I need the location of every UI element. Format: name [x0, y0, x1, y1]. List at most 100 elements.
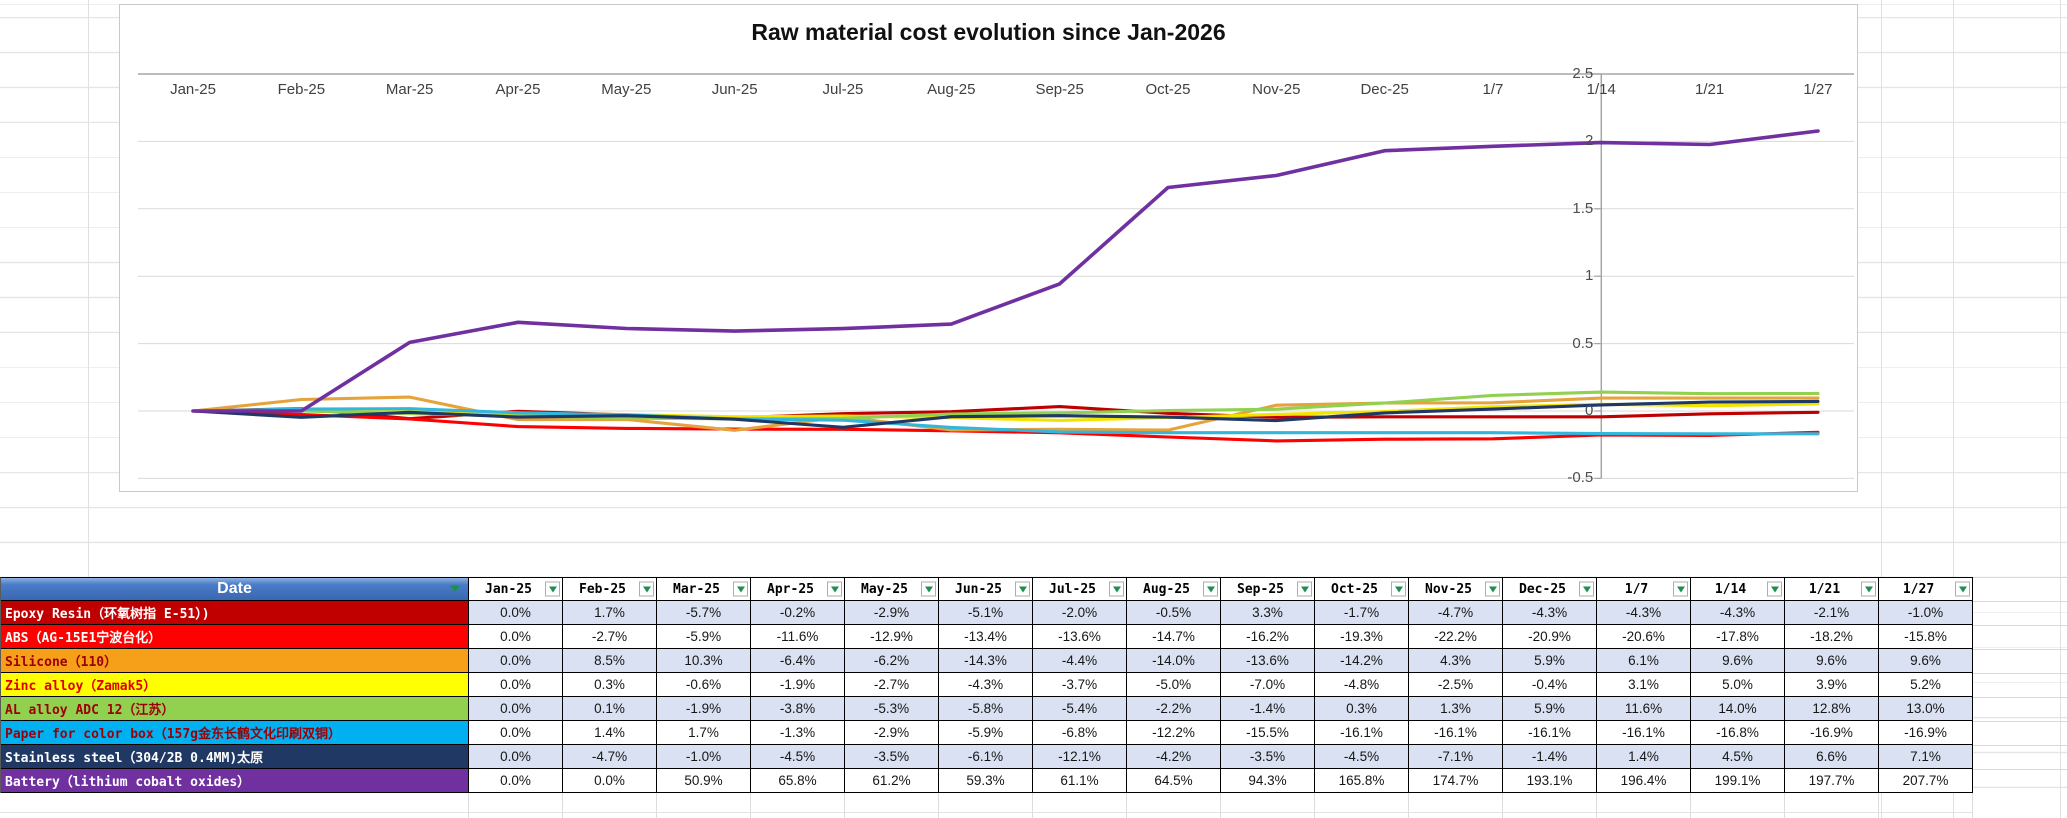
row-label-cell[interactable]: Stainless steel（304/2B 0.4MM)太原 — [1, 745, 469, 769]
column-header-cell[interactable]: Nov-25 — [1409, 578, 1503, 601]
column-header-cell[interactable]: 1/21 — [1785, 578, 1879, 601]
data-cell[interactable]: 0.3% — [563, 673, 657, 697]
column-header-cell[interactable]: May-25 — [845, 578, 939, 601]
data-cell[interactable]: 193.1% — [1503, 769, 1597, 793]
filter-button[interactable] — [1861, 581, 1876, 597]
data-cell[interactable]: -5.3% — [845, 697, 939, 721]
data-cell[interactable]: 12.8% — [1785, 697, 1879, 721]
data-cell[interactable]: -4.5% — [1315, 745, 1409, 769]
data-cell[interactable]: -5.0% — [1127, 673, 1221, 697]
data-cell[interactable]: -4.8% — [1315, 673, 1409, 697]
data-cell[interactable]: 1.4% — [1597, 745, 1691, 769]
data-cell[interactable]: 64.5% — [1127, 769, 1221, 793]
data-cell[interactable]: -0.4% — [1503, 673, 1597, 697]
data-cell[interactable]: -0.6% — [657, 673, 751, 697]
data-cell[interactable]: 59.3% — [939, 769, 1033, 793]
data-cell[interactable]: -2.7% — [563, 625, 657, 649]
row-label-cell[interactable]: Battery（lithium cobalt oxides） — [1, 769, 469, 793]
data-cell[interactable]: -16.1% — [1315, 721, 1409, 745]
column-header-cell[interactable]: Feb-25 — [563, 578, 657, 601]
data-cell[interactable]: -16.1% — [1409, 721, 1503, 745]
data-cell[interactable]: 9.6% — [1785, 649, 1879, 673]
row-label-cell[interactable]: Epoxy Resin（环氧树指 E-51）) — [1, 601, 469, 625]
filter-button[interactable] — [639, 581, 654, 597]
row-label-cell[interactable]: Silicone（110） — [1, 649, 469, 673]
data-cell[interactable]: -3.5% — [1221, 745, 1315, 769]
column-header-cell[interactable]: Dec-25 — [1503, 578, 1597, 601]
row-label-cell[interactable]: Paper for color box（157g金东长鹤文化印刷双铜） — [1, 721, 469, 745]
column-header-cell[interactable]: 1/7 — [1597, 578, 1691, 601]
data-cell[interactable]: -16.9% — [1785, 721, 1879, 745]
data-cell[interactable]: 1.4% — [563, 721, 657, 745]
data-cell[interactable]: 61.2% — [845, 769, 939, 793]
data-cell[interactable]: -4.3% — [1691, 601, 1785, 625]
data-cell[interactable]: -3.7% — [1033, 673, 1127, 697]
data-cell[interactable]: -1.7% — [1315, 601, 1409, 625]
data-cell[interactable]: -16.2% — [1221, 625, 1315, 649]
filter-button[interactable] — [1579, 581, 1594, 597]
data-cell[interactable]: -3.5% — [845, 745, 939, 769]
data-cell[interactable]: -6.2% — [845, 649, 939, 673]
data-cell[interactable]: -1.4% — [1221, 697, 1315, 721]
data-cell[interactable]: 7.1% — [1879, 745, 1973, 769]
data-cell[interactable]: 1.3% — [1409, 697, 1503, 721]
data-cell[interactable]: -5.7% — [657, 601, 751, 625]
data-cell[interactable]: -14.3% — [939, 649, 1033, 673]
data-cell[interactable]: -0.5% — [1127, 601, 1221, 625]
data-cell[interactable]: 197.7% — [1785, 769, 1879, 793]
data-cell[interactable]: -5.8% — [939, 697, 1033, 721]
data-cell[interactable]: -14.2% — [1315, 649, 1409, 673]
filter-button[interactable] — [1485, 581, 1500, 597]
data-cell[interactable]: -20.6% — [1597, 625, 1691, 649]
data-cell[interactable]: -7.0% — [1221, 673, 1315, 697]
data-cell[interactable]: 6.6% — [1785, 745, 1879, 769]
data-cell[interactable]: 1.7% — [657, 721, 751, 745]
data-cell[interactable]: -5.1% — [939, 601, 1033, 625]
data-cell[interactable]: -0.2% — [751, 601, 845, 625]
data-cell[interactable]: -12.2% — [1127, 721, 1221, 745]
data-cell[interactable]: 0.0% — [469, 721, 563, 745]
data-cell[interactable]: -22.2% — [1409, 625, 1503, 649]
data-cell[interactable]: -5.4% — [1033, 697, 1127, 721]
data-cell[interactable]: -1.0% — [1879, 601, 1973, 625]
filter-arrow-icon[interactable] — [450, 585, 460, 593]
data-cell[interactable]: 14.0% — [1691, 697, 1785, 721]
data-cell[interactable]: -1.0% — [657, 745, 751, 769]
data-cell[interactable]: 5.9% — [1503, 697, 1597, 721]
data-cell[interactable]: 165.8% — [1315, 769, 1409, 793]
data-cell[interactable]: 5.2% — [1879, 673, 1973, 697]
data-cell[interactable]: -14.0% — [1127, 649, 1221, 673]
data-cell[interactable]: 4.5% — [1691, 745, 1785, 769]
column-header-cell[interactable]: Sep-25 — [1221, 578, 1315, 601]
data-cell[interactable]: 10.3% — [657, 649, 751, 673]
filter-button[interactable] — [545, 581, 560, 597]
data-cell[interactable]: -2.0% — [1033, 601, 1127, 625]
data-cell[interactable]: 0.0% — [469, 673, 563, 697]
filter-button[interactable] — [921, 581, 936, 597]
data-cell[interactable]: -16.9% — [1879, 721, 1973, 745]
data-cell[interactable]: 8.5% — [563, 649, 657, 673]
column-header-cell[interactable]: 1/14 — [1691, 578, 1785, 601]
data-cell[interactable]: 3.3% — [1221, 601, 1315, 625]
data-cell[interactable]: 0.1% — [563, 697, 657, 721]
data-cell[interactable]: -16.1% — [1503, 721, 1597, 745]
data-cell[interactable]: 65.8% — [751, 769, 845, 793]
data-cell[interactable]: -4.3% — [939, 673, 1033, 697]
row-label-cell[interactable]: ABS（AG-15E1宁波台化） — [1, 625, 469, 649]
data-cell[interactable]: -5.9% — [939, 721, 1033, 745]
data-cell[interactable]: -7.1% — [1409, 745, 1503, 769]
filter-button[interactable] — [827, 581, 842, 597]
data-cell[interactable]: 0.3% — [1315, 697, 1409, 721]
data-cell[interactable]: 207.7% — [1879, 769, 1973, 793]
row-label-cell[interactable]: Zinc alloy（Zamak5） — [1, 673, 469, 697]
data-cell[interactable]: 5.0% — [1691, 673, 1785, 697]
data-cell[interactable]: -1.9% — [657, 697, 751, 721]
data-cell[interactable]: -2.9% — [845, 601, 939, 625]
filter-button[interactable] — [1767, 581, 1782, 597]
data-cell[interactable]: 1.7% — [563, 601, 657, 625]
data-cell[interactable]: -1.3% — [751, 721, 845, 745]
data-cell[interactable]: -4.3% — [1503, 601, 1597, 625]
data-cell[interactable]: -13.6% — [1221, 649, 1315, 673]
data-cell[interactable]: -18.2% — [1785, 625, 1879, 649]
data-cell[interactable]: -6.8% — [1033, 721, 1127, 745]
